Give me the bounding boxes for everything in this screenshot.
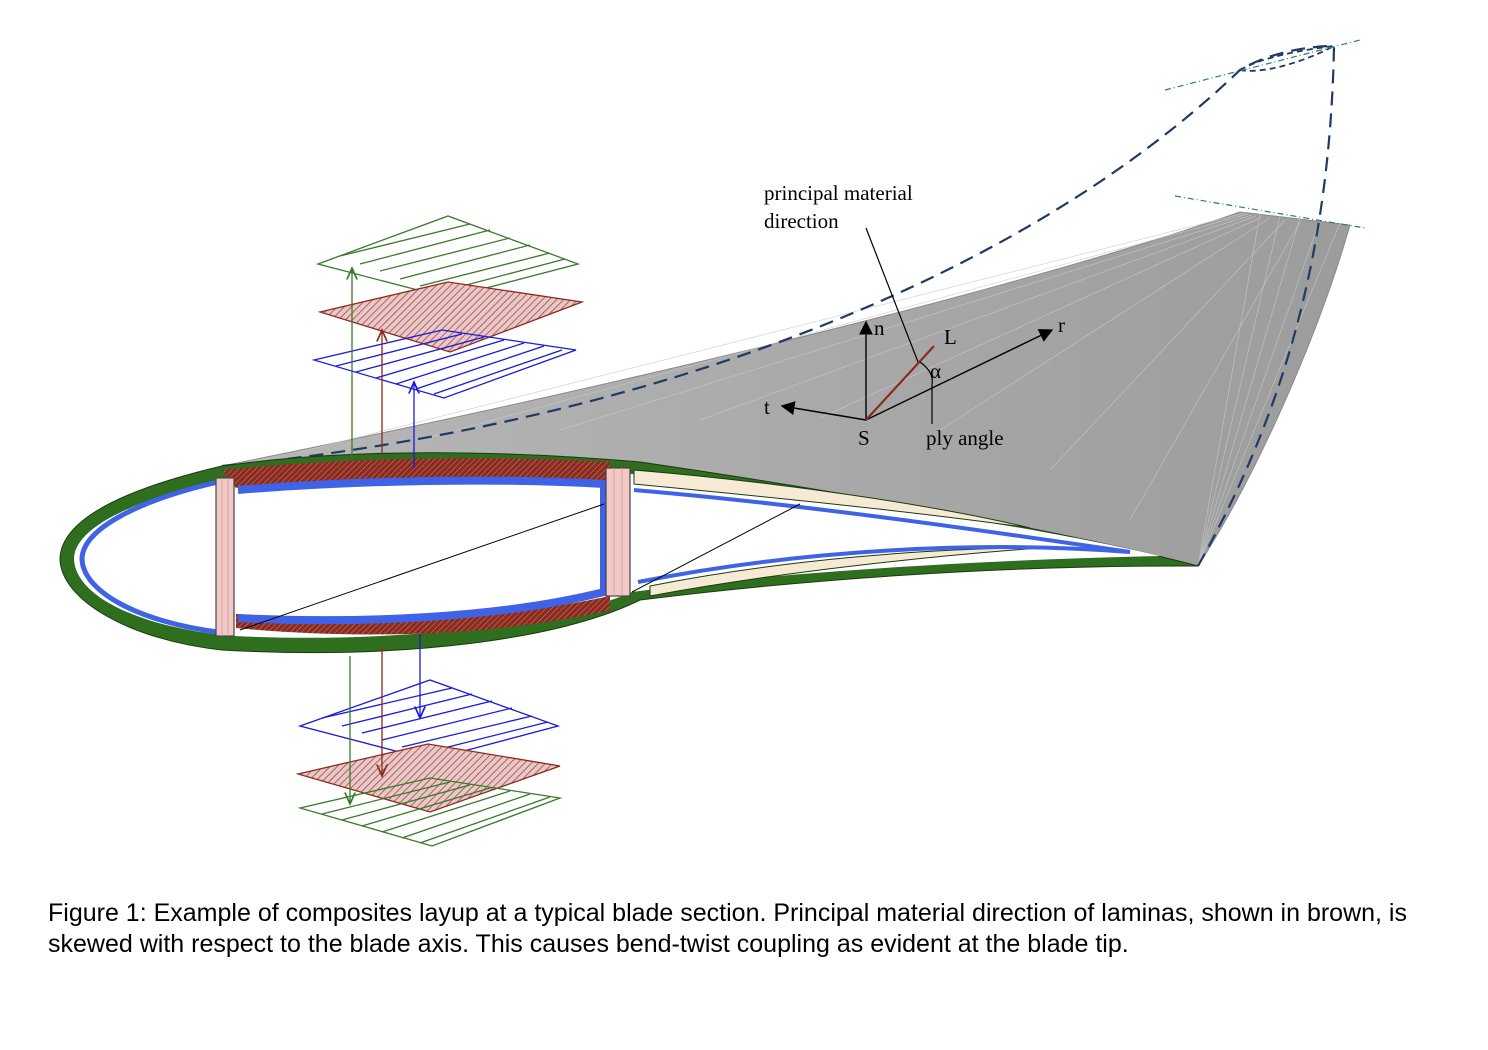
ply-angle-arc xyxy=(919,361,933,385)
n-axis-label: n xyxy=(874,316,885,340)
t-axis xyxy=(780,401,867,421)
alpha-label: α xyxy=(930,359,941,383)
airfoil-section xyxy=(59,452,1199,654)
upper-brown-ply xyxy=(317,281,585,353)
figure-caption: Figure 1: Example of composites layup at… xyxy=(48,899,1407,958)
coordinate-system xyxy=(780,227,1054,424)
t-axis-label: t xyxy=(764,395,770,419)
L-label: L xyxy=(944,325,957,349)
blade-section-diagram: principal material direction n L r t S α… xyxy=(59,39,1366,847)
principal-direction-label-line1: principal material xyxy=(764,181,913,205)
origin-S-label: S xyxy=(858,426,870,450)
r-axis xyxy=(865,329,1054,421)
upper-green-ply xyxy=(315,215,581,299)
upper-ply-stack xyxy=(311,215,585,468)
L-direction-line xyxy=(865,345,935,421)
ply-angle-label: ply angle xyxy=(926,426,1004,450)
r-axis-label: r xyxy=(1058,313,1065,337)
principal-direction-leader xyxy=(865,227,919,363)
upper-blue-ply xyxy=(311,329,577,399)
rear-shear-web xyxy=(605,467,631,597)
lower-green-ply xyxy=(297,777,563,847)
principal-direction-label-line2: direction xyxy=(764,209,839,233)
tip-chord-lines xyxy=(1164,39,1366,229)
lower-ply-stack xyxy=(295,634,563,847)
front-shear-web xyxy=(215,477,235,637)
deformed-tip-outline xyxy=(221,44,1336,567)
